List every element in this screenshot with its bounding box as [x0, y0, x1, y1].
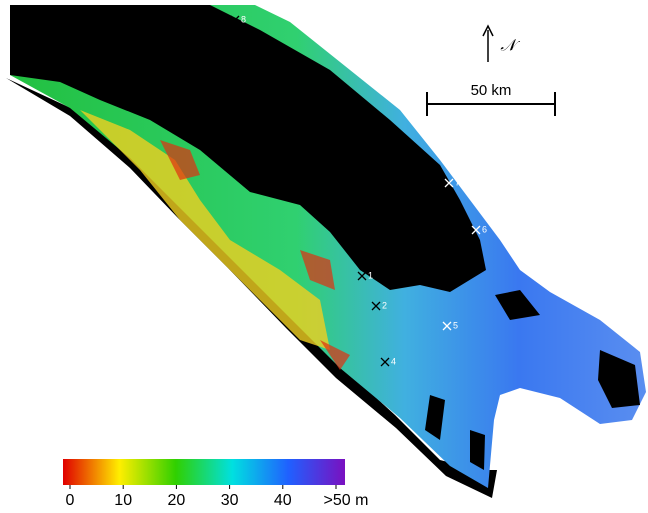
station-marker: [444, 178, 454, 188]
colorbar-tick-label: >50 m: [324, 492, 369, 509]
scale-bar-label: 50 km: [471, 82, 512, 99]
colorbar-tick-label: 40: [274, 492, 292, 509]
station-label: 1: [368, 270, 373, 280]
station-label: 6: [482, 224, 487, 234]
station-marker: [471, 225, 481, 235]
colorbar-tick-label: 30: [221, 492, 239, 509]
north-label: 𝒩: [500, 36, 520, 55]
land: [10, 5, 486, 292]
station-label: 7: [455, 177, 460, 187]
station-marker: [357, 271, 367, 281]
station-marker: [380, 357, 390, 367]
station-marker: [230, 15, 240, 25]
station-label: 8: [241, 14, 246, 24]
map-area: 50 km 𝒩: [6, 5, 646, 498]
colorbar-tick-label: 20: [168, 492, 186, 509]
colorbar-tick-label: 0: [66, 492, 75, 509]
very-shallow-zone: [160, 140, 350, 370]
colorbar-tick-label: 10: [114, 492, 132, 509]
north-arrow-head: [482, 24, 494, 37]
colorbar: [63, 459, 345, 485]
station-marker: [442, 321, 452, 331]
station-label: 5: [453, 320, 458, 330]
station-marker: [371, 301, 381, 311]
station-label: 4: [391, 356, 396, 366]
station-label: 2: [382, 300, 387, 310]
shallow-zone: [80, 110, 330, 350]
